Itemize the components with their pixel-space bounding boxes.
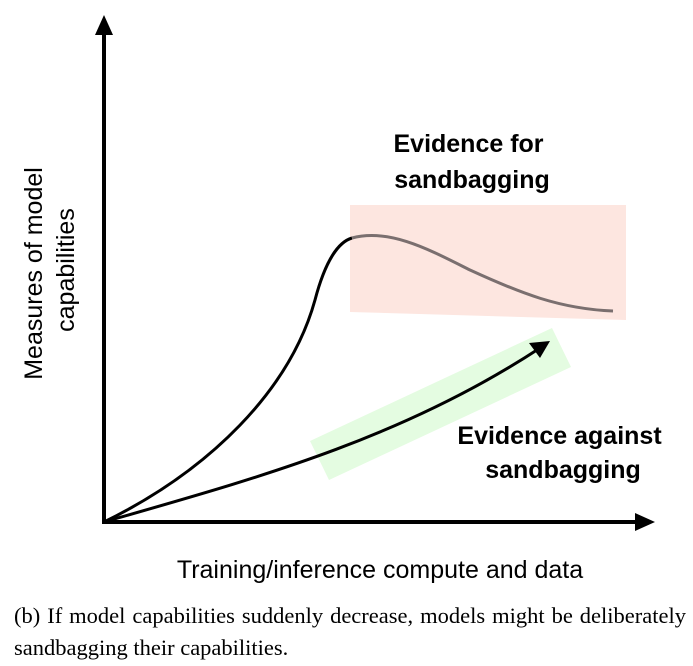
- evidence-against-line-2: sandbagging: [485, 456, 641, 484]
- y-axis-label-line-2: capabilities: [52, 208, 80, 332]
- evidence-for-region: [350, 205, 626, 320]
- rising-capability-curve: [103, 236, 353, 524]
- y-axis-label: Measures of model capabilities: [20, 160, 80, 380]
- steady-capability-curve: [103, 346, 541, 524]
- x-axis-label: Training/inference compute and data: [177, 556, 583, 584]
- y-axis-arrowhead: [95, 15, 113, 35]
- steady-curve-arrowhead: [529, 341, 550, 358]
- evidence-for-line-1: Evidence for: [393, 130, 543, 158]
- declining-capability-curve: [351, 234, 614, 313]
- sandbagging-diagram: Measures of model capabilities Training/…: [20, 15, 668, 584]
- evidence-for-label: Evidence for sandbagging: [393, 130, 550, 194]
- diagram-canvas: Measures of model capabilities Training/…: [20, 15, 668, 584]
- figure-caption: (b) If model capabilities suddenly decre…: [14, 603, 686, 660]
- evidence-for-line-2: sandbagging: [394, 166, 550, 194]
- evidence-against-label: Evidence against sandbagging: [457, 422, 668, 484]
- evidence-against-line-1: Evidence against: [457, 422, 662, 450]
- y-axis-label-line-1: Measures of model: [20, 167, 48, 380]
- x-axis-arrowhead: [635, 513, 655, 531]
